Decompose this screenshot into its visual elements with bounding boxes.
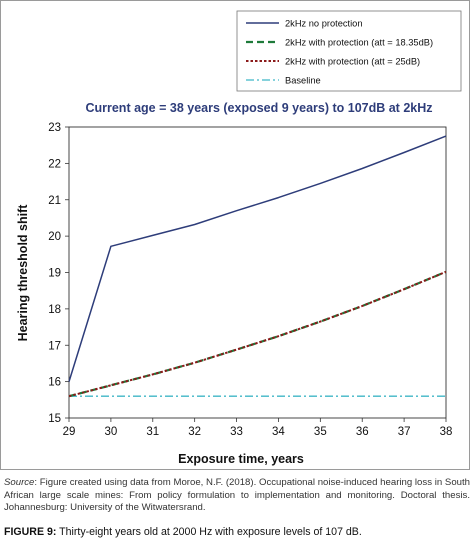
source-body: : Figure created using data from Moroe, … (4, 477, 470, 514)
x-tick-label: 36 (356, 426, 369, 438)
figure-caption: FIGURE 9: Thirty-eight years old at 2000… (4, 525, 470, 539)
y-axis-label: Hearing threshold shift (16, 204, 30, 342)
y-tick-label: 16 (48, 377, 61, 389)
source-label: Source (4, 477, 35, 488)
x-tick-label: 29 (63, 426, 76, 438)
legend: 2kHz no protection 2kHz with protection (… (236, 10, 462, 92)
legend-label-0: 2kHz no protection (285, 19, 363, 29)
y-tick-label: 15 (48, 413, 61, 425)
x-tick-label: 38 (440, 426, 453, 438)
x-tick-label: 31 (146, 426, 159, 438)
x-tick-label: 34 (272, 426, 285, 438)
legend-box (236, 10, 462, 92)
source-note: Source: Figure created using data from M… (4, 477, 470, 515)
legend-label-1: 2kHz with protection (att = 18.35dB) (285, 38, 433, 48)
series-lines (68, 135, 447, 398)
x-tick-label: 37 (398, 426, 411, 438)
x-tick-label: 30 (104, 426, 117, 438)
legend-label-3: Baseline (285, 76, 321, 86)
y-tick-label: 20 (48, 231, 61, 243)
series-line-2 (68, 270, 447, 398)
legend-label-2: 2kHz with protection (att = 25dB) (285, 57, 420, 67)
y-tick-label: 21 (48, 195, 61, 207)
y-tick-label: 17 (48, 340, 61, 352)
figure-caption-text: Thirty-eight years old at 2000 Hz with e… (56, 525, 362, 538)
line-chart: 2kHz no protection 2kHz with protection (… (16, 10, 462, 466)
series-line-0 (68, 135, 447, 382)
x-axis-label: Exposure time, years (178, 452, 304, 466)
x-tick-label: 33 (230, 426, 243, 438)
y-tick-label: 18 (48, 304, 61, 316)
caption-block: Source: Figure created using data from M… (4, 477, 470, 539)
y-tick-label: 23 (48, 122, 61, 134)
plot-area-frame (68, 126, 447, 419)
chart-title: Current age = 38 years (exposed 9 years)… (85, 101, 432, 115)
x-tick-label: 35 (314, 426, 327, 438)
figure-frame: 2kHz no protection 2kHz with protection (… (0, 0, 470, 470)
y-tick-label: 19 (48, 268, 61, 280)
axes: 29 30 31 32 33 34 35 36 37 38 15 16 17 18 19 20 21 22 23 (48, 122, 452, 438)
x-tick-label: 32 (188, 426, 201, 438)
series-line-1 (68, 270, 447, 398)
y-tick-label: 22 (48, 158, 61, 170)
figure-number: FIGURE 9: (4, 525, 57, 538)
